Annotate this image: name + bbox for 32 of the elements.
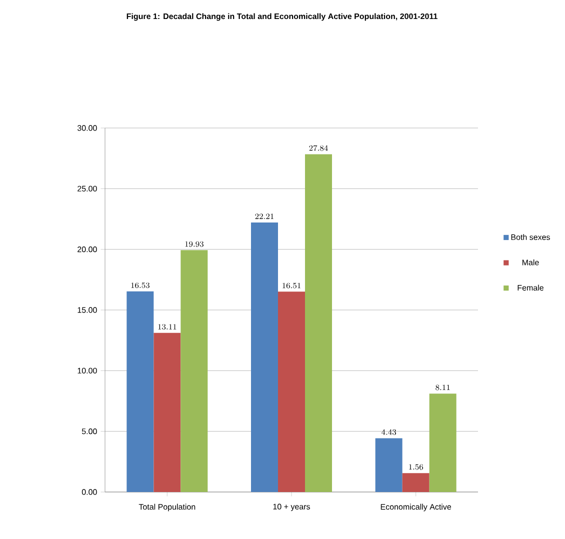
legend-label: Male	[522, 259, 539, 266]
data-label: 19.93	[185, 241, 204, 247]
data-label: 16.51	[282, 282, 301, 288]
y-tick-label: 5.00	[82, 428, 97, 434]
bar	[375, 438, 402, 492]
bar	[278, 292, 305, 492]
data-label: 27.84	[309, 145, 328, 151]
bar	[402, 473, 430, 492]
y-tick-label: 20.00	[78, 246, 97, 252]
data-label: 13. 11	[158, 324, 176, 330]
y-tick-label: 25.00	[78, 186, 97, 192]
y-tick-label: 0.00	[82, 489, 97, 495]
legend-label: Female	[518, 284, 544, 291]
bar	[180, 250, 208, 492]
legend-label: Both sexes	[511, 234, 550, 240]
x-tick-label: 10 + years	[273, 504, 310, 512]
bar	[429, 394, 456, 492]
bar	[305, 154, 332, 492]
y-tick-label: 10.00	[78, 368, 97, 374]
data-label: 8. 11	[436, 384, 450, 390]
bar	[251, 222, 278, 492]
y-tick-label: 30.00	[77, 125, 97, 131]
bar	[126, 291, 154, 492]
data-label: 22.21	[255, 214, 274, 219]
x-tick-label: Economically Active	[380, 504, 452, 512]
bar	[154, 332, 181, 492]
y-tick-label: 15.00	[78, 307, 97, 313]
x-tick-label: Total Population	[138, 504, 196, 512]
data-label: 4.43	[382, 429, 396, 435]
chart-title: Figure 1: Decadal Change in Total and Economically Active Population, 2001-2011	[126, 13, 438, 21]
data-label: 16.53	[131, 282, 150, 288]
data-label: 1 .56	[409, 464, 424, 470]
